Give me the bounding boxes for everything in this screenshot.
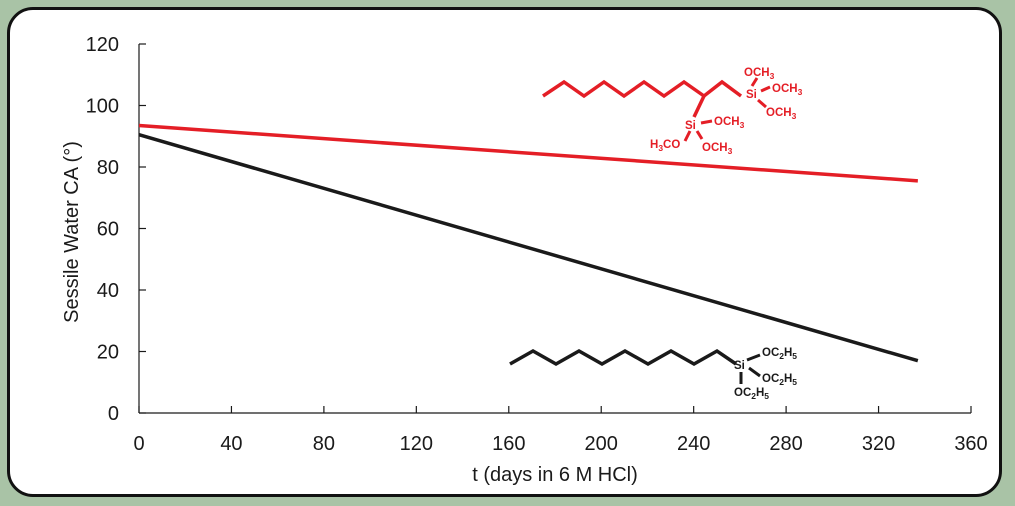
y-tick-label: 60: [97, 219, 119, 241]
y-tick-label: 0: [108, 403, 119, 425]
bond: [760, 85, 771, 93]
series-line-2: [138, 133, 919, 363]
x-ticks: 0 40 80 120 160 200 240 280 320 360: [133, 406, 988, 455]
y-tick-label: 80: [97, 157, 119, 179]
bond: [757, 98, 767, 109]
y-tick-label: 120: [86, 34, 119, 56]
series-line-1: [138, 123, 918, 183]
och3-lower: OCH3: [766, 107, 797, 121]
x-axis-label: t (days in 6 M HCl): [472, 464, 638, 486]
x-tick-label: 120: [400, 433, 433, 455]
si-label: Si: [734, 360, 745, 372]
oc2h5-top: OC2H5: [762, 347, 797, 361]
och3-si-right: OCH3: [714, 116, 745, 130]
y-tick-label: 20: [97, 342, 119, 364]
x-tick-label: 200: [585, 433, 618, 455]
y-tick-label: 40: [97, 280, 119, 302]
och3-right: OCH3: [772, 83, 803, 97]
branched-silane-chain: [542, 79, 743, 99]
oc2h5-right: OC2H5: [762, 373, 797, 387]
bond: [683, 130, 692, 142]
x-tick-label: 240: [677, 433, 710, 455]
x-tick-label: 360: [954, 433, 987, 455]
bond: [695, 130, 704, 140]
bond: [748, 366, 761, 378]
series-lines: [138, 123, 919, 363]
axes: 0 40 80 120 160 200 240 280 320 360 0 20 40 60 80 100 1…: [61, 34, 988, 486]
linear-silane-chain: [509, 348, 737, 367]
x-tick-label: 40: [220, 433, 242, 455]
och3-top: OCH3: [744, 67, 775, 81]
bond: [750, 77, 759, 87]
bond: [700, 119, 713, 125]
x-tick-label: 280: [769, 433, 802, 455]
och3-si-lower: OCH3: [702, 142, 733, 156]
x-tick-label: 320: [862, 433, 895, 455]
y-axis-label: Sessile Water CA (°): [61, 141, 83, 323]
oc2h5-bottom: OC2H5: [734, 387, 769, 401]
si-bottom-label: Si: [685, 120, 696, 132]
si-top-label: Si: [746, 89, 757, 101]
y-tick-label: 100: [86, 96, 119, 118]
bond: [746, 353, 761, 362]
branch-bond: [692, 95, 706, 118]
linear-silane-structure: Si OC2H5 OC2H5 OC2H5: [509, 347, 797, 401]
branched-silane-structure: Si OCH3 OCH3 OCH3 Si OCH3 H3CO OCH3: [542, 67, 803, 156]
x-tick-label: 0: [133, 433, 144, 455]
x-tick-label: 160: [492, 433, 525, 455]
chart-panel: [7, 7, 1002, 497]
x-tick-label: 80: [313, 433, 335, 455]
y-ticks: 0 20 40 60 80 100 120: [86, 34, 146, 425]
h3co-si: H3CO: [650, 139, 680, 153]
